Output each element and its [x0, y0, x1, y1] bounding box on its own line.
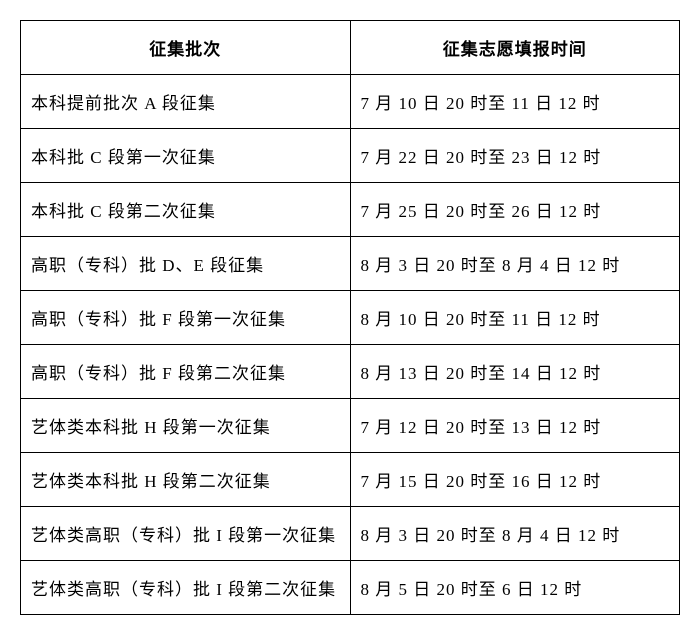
cell-time: 7 月 10 日 20 时至 11 日 12 时 — [350, 75, 680, 129]
cell-batch: 艺体类高职（专科）批 I 段第一次征集 — [21, 507, 351, 561]
table-row: 艺体类本科批 H 段第一次征集 7 月 12 日 20 时至 13 日 12 时 — [21, 399, 680, 453]
cell-batch: 高职（专科）批 F 段第一次征集 — [21, 291, 351, 345]
column-header-time: 征集志愿填报时间 — [350, 21, 680, 75]
table-row: 高职（专科）批 D、E 段征集 8 月 3 日 20 时至 8 月 4 日 12… — [21, 237, 680, 291]
table-row: 高职（专科）批 F 段第一次征集 8 月 10 日 20 时至 11 日 12 … — [21, 291, 680, 345]
table-header-row: 征集批次 征集志愿填报时间 — [21, 21, 680, 75]
cell-time: 7 月 12 日 20 时至 13 日 12 时 — [350, 399, 680, 453]
table-row: 本科批 C 段第一次征集 7 月 22 日 20 时至 23 日 12 时 — [21, 129, 680, 183]
table-row: 本科批 C 段第二次征集 7 月 25 日 20 时至 26 日 12 时 — [21, 183, 680, 237]
cell-batch: 艺体类本科批 H 段第一次征集 — [21, 399, 351, 453]
cell-batch: 艺体类高职（专科）批 I 段第二次征集 — [21, 561, 351, 615]
column-header-batch: 征集批次 — [21, 21, 351, 75]
cell-time: 8 月 3 日 20 时至 8 月 4 日 12 时 — [350, 507, 680, 561]
table-row: 艺体类本科批 H 段第二次征集 7 月 15 日 20 时至 16 日 12 时 — [21, 453, 680, 507]
cell-batch: 高职（专科）批 F 段第二次征集 — [21, 345, 351, 399]
cell-batch: 高职（专科）批 D、E 段征集 — [21, 237, 351, 291]
schedule-table: 征集批次 征集志愿填报时间 本科提前批次 A 段征集 7 月 10 日 20 时… — [20, 20, 680, 615]
table-body: 本科提前批次 A 段征集 7 月 10 日 20 时至 11 日 12 时 本科… — [21, 75, 680, 615]
cell-time: 8 月 3 日 20 时至 8 月 4 日 12 时 — [350, 237, 680, 291]
cell-batch: 本科批 C 段第一次征集 — [21, 129, 351, 183]
table-row: 本科提前批次 A 段征集 7 月 10 日 20 时至 11 日 12 时 — [21, 75, 680, 129]
table-row: 高职（专科）批 F 段第二次征集 8 月 13 日 20 时至 14 日 12 … — [21, 345, 680, 399]
cell-time: 7 月 22 日 20 时至 23 日 12 时 — [350, 129, 680, 183]
cell-time: 8 月 5 日 20 时至 6 日 12 时 — [350, 561, 680, 615]
cell-time: 8 月 10 日 20 时至 11 日 12 时 — [350, 291, 680, 345]
table-row: 艺体类高职（专科）批 I 段第二次征集 8 月 5 日 20 时至 6 日 12… — [21, 561, 680, 615]
cell-time: 7 月 15 日 20 时至 16 日 12 时 — [350, 453, 680, 507]
cell-time: 8 月 13 日 20 时至 14 日 12 时 — [350, 345, 680, 399]
cell-time: 7 月 25 日 20 时至 26 日 12 时 — [350, 183, 680, 237]
cell-batch: 本科提前批次 A 段征集 — [21, 75, 351, 129]
cell-batch: 本科批 C 段第二次征集 — [21, 183, 351, 237]
cell-batch: 艺体类本科批 H 段第二次征集 — [21, 453, 351, 507]
table-row: 艺体类高职（专科）批 I 段第一次征集 8 月 3 日 20 时至 8 月 4 … — [21, 507, 680, 561]
